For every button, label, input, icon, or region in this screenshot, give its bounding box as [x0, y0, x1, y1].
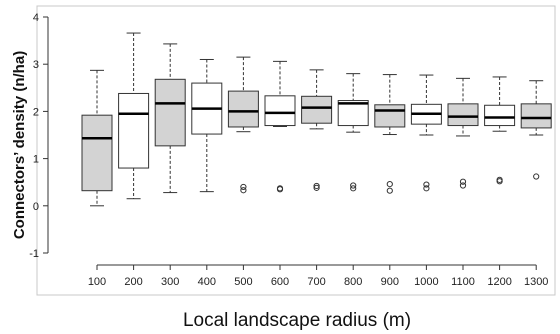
box-group [337, 73, 369, 192]
outlier-point [386, 187, 393, 194]
plot-frame [36, 5, 556, 296]
y-tick-label: 4 [33, 12, 39, 24]
y-tick-label: -1 [29, 248, 39, 260]
x-tick-label: 200 [124, 276, 142, 288]
y-tick-label: 0 [33, 201, 39, 213]
x-axis-title: Local landscape radius (m) [183, 310, 411, 331]
box-group [118, 32, 150, 200]
outlier-point [350, 182, 357, 189]
outlier-point [240, 187, 247, 194]
box-group [447, 77, 479, 189]
y-axis-title: Connectors’ density (n/ha) [11, 51, 28, 239]
outlier-point [350, 185, 357, 192]
box-group [484, 76, 516, 185]
outlier-point [240, 183, 247, 191]
x-tick-label: 700 [307, 276, 325, 288]
outlier-point [313, 182, 320, 190]
box-iqr [264, 95, 296, 127]
y-axis: -1 0 1 2 3 4 [29, 12, 49, 260]
box-iqr [81, 114, 113, 192]
x-tick-label: 800 [344, 276, 362, 288]
outlier-point [386, 180, 393, 188]
outlier-point [496, 176, 503, 183]
outlier-point [423, 185, 430, 192]
box-group [154, 43, 186, 194]
x-tick-label: 400 [198, 276, 216, 288]
outlier-point [313, 184, 320, 191]
box-group [81, 69, 113, 207]
x-tick-label: 1000 [414, 276, 438, 288]
outlier-point [459, 182, 467, 189]
box-group [264, 60, 296, 193]
boxes-layer [81, 32, 552, 207]
box-iqr [520, 103, 552, 129]
box-iqr [374, 104, 406, 128]
x-tick-label: 1100 [451, 276, 475, 288]
box-iqr [337, 100, 369, 127]
box-iqr [447, 103, 479, 127]
box-group [227, 56, 259, 194]
y-tick-label: 1 [33, 154, 39, 166]
box-iqr [227, 90, 259, 128]
box-group [301, 69, 333, 191]
x-tick-label: 1200 [487, 276, 511, 288]
x-tick-label: 300 [161, 276, 179, 288]
box-iqr [118, 92, 150, 169]
outlier-point [423, 181, 430, 188]
y-tick-label: 3 [33, 59, 39, 71]
x-tick-label: 900 [381, 276, 399, 288]
x-tick-label: 500 [234, 276, 252, 288]
outlier-point [533, 173, 540, 180]
x-tick-label: 1300 [524, 276, 548, 288]
box-iqr [154, 78, 186, 147]
box-iqr [301, 95, 333, 124]
x-tick-label: 600 [271, 276, 289, 288]
box-group [520, 80, 552, 180]
y-tick-label: 2 [33, 106, 39, 118]
box-group [374, 74, 406, 194]
box-iqr [484, 104, 516, 127]
box-group [191, 58, 223, 193]
x-axis: 100 200 300 400 500 600 700 800 900 1000 1100 1200 1… [88, 264, 548, 288]
outlier-point [276, 185, 284, 192]
outlier-point [459, 178, 467, 185]
x-tick-label: 100 [88, 276, 106, 288]
box-group [410, 74, 442, 192]
